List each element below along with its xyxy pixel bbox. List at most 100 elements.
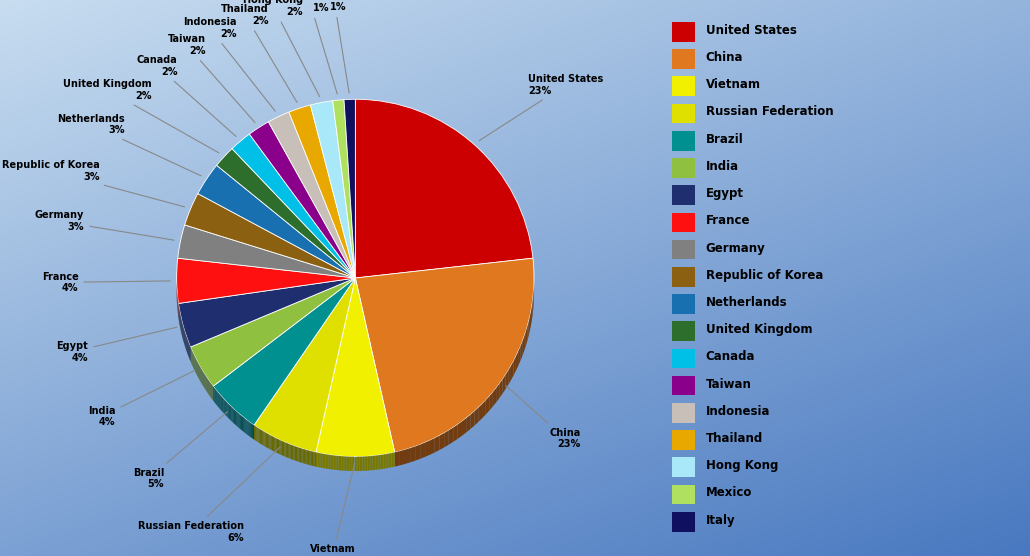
Wedge shape bbox=[178, 278, 355, 347]
Polygon shape bbox=[482, 400, 486, 418]
Polygon shape bbox=[385, 454, 387, 469]
Wedge shape bbox=[254, 278, 355, 453]
Polygon shape bbox=[287, 443, 288, 458]
Text: Brazil: Brazil bbox=[706, 133, 744, 146]
Polygon shape bbox=[282, 441, 283, 456]
Polygon shape bbox=[475, 408, 478, 426]
Polygon shape bbox=[285, 443, 287, 458]
Polygon shape bbox=[489, 392, 492, 410]
Polygon shape bbox=[391, 453, 393, 467]
Polygon shape bbox=[363, 456, 365, 471]
Text: France
4%: France 4% bbox=[41, 271, 170, 293]
Polygon shape bbox=[492, 388, 496, 406]
Polygon shape bbox=[362, 456, 363, 471]
Wedge shape bbox=[355, 258, 535, 453]
Polygon shape bbox=[284, 442, 285, 457]
Polygon shape bbox=[274, 437, 275, 452]
Text: Hong Kong: Hong Kong bbox=[706, 459, 779, 472]
Polygon shape bbox=[503, 375, 506, 394]
Polygon shape bbox=[317, 453, 319, 467]
Polygon shape bbox=[348, 456, 349, 471]
Text: Brazil
5%: Brazil 5% bbox=[133, 412, 228, 489]
Text: Russian Federation: Russian Federation bbox=[706, 106, 833, 118]
FancyBboxPatch shape bbox=[672, 512, 695, 532]
Polygon shape bbox=[266, 433, 267, 448]
Polygon shape bbox=[388, 453, 390, 468]
Wedge shape bbox=[213, 278, 355, 425]
Polygon shape bbox=[288, 444, 289, 459]
Text: United States
23%: United States 23% bbox=[479, 74, 604, 141]
Wedge shape bbox=[289, 105, 355, 278]
Polygon shape bbox=[264, 431, 265, 446]
Polygon shape bbox=[299, 448, 300, 462]
Text: Canada
2%: Canada 2% bbox=[137, 55, 236, 137]
FancyBboxPatch shape bbox=[672, 294, 695, 314]
Text: Mexico
1%: Mexico 1% bbox=[290, 0, 337, 94]
Polygon shape bbox=[301, 448, 303, 463]
Wedge shape bbox=[249, 122, 355, 278]
Polygon shape bbox=[294, 445, 295, 460]
Polygon shape bbox=[374, 455, 376, 470]
Polygon shape bbox=[514, 356, 516, 375]
Polygon shape bbox=[527, 321, 528, 341]
Polygon shape bbox=[339, 456, 340, 470]
Polygon shape bbox=[293, 445, 294, 460]
Polygon shape bbox=[379, 455, 380, 469]
Polygon shape bbox=[529, 311, 530, 331]
Polygon shape bbox=[322, 454, 323, 468]
Text: Indonesia: Indonesia bbox=[706, 405, 770, 418]
Polygon shape bbox=[289, 444, 290, 459]
Text: Russian Federation
6%: Russian Federation 6% bbox=[138, 447, 280, 543]
Polygon shape bbox=[296, 446, 298, 461]
Text: India: India bbox=[706, 160, 739, 173]
Text: Canada: Canada bbox=[706, 350, 755, 364]
FancyBboxPatch shape bbox=[672, 76, 695, 96]
Polygon shape bbox=[500, 380, 503, 398]
Text: Netherlands
3%: Netherlands 3% bbox=[57, 114, 201, 176]
Polygon shape bbox=[528, 316, 529, 336]
Wedge shape bbox=[176, 258, 355, 304]
Polygon shape bbox=[313, 451, 314, 466]
FancyBboxPatch shape bbox=[672, 458, 695, 477]
Polygon shape bbox=[471, 411, 475, 429]
Polygon shape bbox=[265, 432, 266, 447]
FancyBboxPatch shape bbox=[672, 267, 695, 286]
FancyBboxPatch shape bbox=[672, 131, 695, 151]
Polygon shape bbox=[380, 455, 382, 469]
Polygon shape bbox=[320, 453, 322, 468]
Polygon shape bbox=[371, 456, 372, 470]
Wedge shape bbox=[269, 112, 355, 278]
Polygon shape bbox=[307, 450, 308, 465]
Polygon shape bbox=[524, 332, 525, 351]
Polygon shape bbox=[332, 455, 334, 470]
Polygon shape bbox=[349, 456, 351, 471]
Wedge shape bbox=[344, 100, 355, 278]
Polygon shape bbox=[256, 427, 258, 442]
Polygon shape bbox=[331, 455, 332, 469]
Polygon shape bbox=[400, 450, 405, 465]
Wedge shape bbox=[216, 148, 355, 278]
Polygon shape bbox=[382, 454, 383, 469]
Polygon shape bbox=[295, 446, 296, 461]
Polygon shape bbox=[325, 454, 328, 469]
Polygon shape bbox=[462, 418, 467, 436]
Polygon shape bbox=[356, 456, 357, 471]
Polygon shape bbox=[410, 446, 415, 463]
Polygon shape bbox=[390, 453, 391, 468]
Polygon shape bbox=[298, 447, 299, 462]
Polygon shape bbox=[425, 440, 430, 457]
FancyBboxPatch shape bbox=[672, 158, 695, 178]
Polygon shape bbox=[312, 451, 313, 466]
Text: India
4%: India 4% bbox=[88, 370, 195, 428]
Text: Vietnam
7%: Vietnam 7% bbox=[310, 463, 355, 556]
FancyBboxPatch shape bbox=[672, 403, 695, 423]
Polygon shape bbox=[303, 449, 304, 464]
Wedge shape bbox=[333, 100, 355, 278]
Polygon shape bbox=[478, 404, 482, 422]
Polygon shape bbox=[435, 436, 440, 453]
FancyBboxPatch shape bbox=[672, 212, 695, 232]
Polygon shape bbox=[449, 428, 453, 445]
Polygon shape bbox=[280, 440, 282, 455]
Polygon shape bbox=[261, 430, 263, 445]
Polygon shape bbox=[334, 455, 335, 470]
